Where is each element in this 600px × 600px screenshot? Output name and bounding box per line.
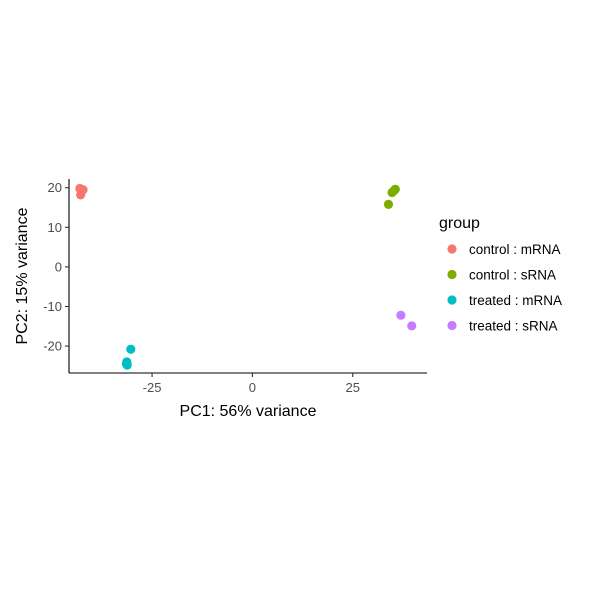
legend-label: control : mRNA <box>469 242 561 257</box>
x-ticks: -25 0 25 <box>143 373 360 395</box>
x-tick-label: 0 <box>249 380 256 395</box>
data-point <box>387 187 397 198</box>
legend-key <box>447 269 457 280</box>
legend-items: control : mRNA control : sRNA treated : mR… <box>447 242 562 334</box>
y-tick-label: -20 <box>43 339 62 354</box>
data-point <box>383 199 394 209</box>
legend-label: treated : mRNA <box>469 293 562 308</box>
x-tick-label: -25 <box>143 380 162 395</box>
points-layer <box>75 183 417 370</box>
data-point <box>122 360 132 370</box>
data-point <box>126 344 136 354</box>
data-point <box>76 190 86 200</box>
legend-title: group <box>439 215 480 232</box>
y-ticks: -20 -10 0 10 20 <box>43 180 69 354</box>
legend-label: treated : sRNA <box>469 319 558 334</box>
y-tick-label: 0 <box>55 259 62 274</box>
data-point <box>396 310 406 320</box>
legend-label: control : sRNA <box>469 268 556 283</box>
legend-key <box>447 295 457 305</box>
data-point <box>407 321 417 331</box>
y-axis-title: PC2: 15% variance <box>14 207 31 344</box>
y-tick-label: -10 <box>43 299 62 314</box>
y-tick-label: 20 <box>48 180 62 195</box>
legend-key <box>447 320 457 331</box>
legend-key <box>447 244 457 254</box>
legend: group control : mRNA control : sRNA treate… <box>439 215 562 334</box>
x-axis-title: PC1: 56% variance <box>180 403 317 420</box>
y-tick-label: 10 <box>48 220 62 235</box>
x-tick-label: 25 <box>346 380 360 395</box>
